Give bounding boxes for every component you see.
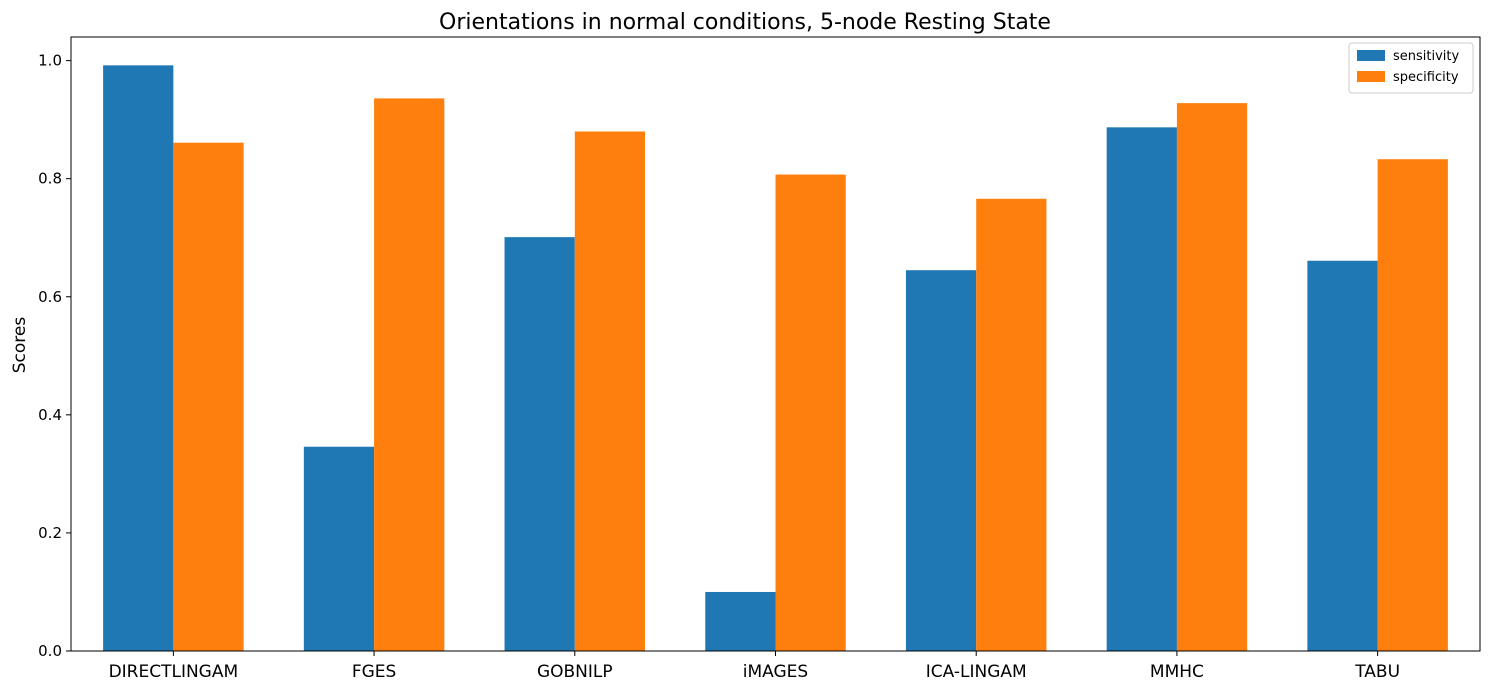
x-tick-label: iMAGES xyxy=(743,662,808,682)
x-tick-label: ICA-LINGAM xyxy=(926,662,1027,682)
bar-sensitivity-directlingam xyxy=(103,65,174,652)
y-tick-label: 0.6 xyxy=(38,288,62,306)
y-axis-label: Scores xyxy=(10,317,30,374)
bar-sensitivity-ica-lingam xyxy=(905,270,977,651)
bar-sensitivity-images xyxy=(705,591,776,651)
bar-specificity-directlingam xyxy=(173,142,244,651)
bar-sensitivity-fges xyxy=(303,446,375,651)
y-tick-label: 0.0 xyxy=(38,642,62,660)
bar-sensitivity-tabu xyxy=(1307,260,1378,651)
bar-sensitivity-mmhc xyxy=(1106,127,1177,651)
bar-specificity-ica-lingam xyxy=(976,198,1047,651)
x-tick-label: MMHC xyxy=(1150,662,1204,682)
y-tick-label: 1.0 xyxy=(38,52,62,70)
bar-specificity-images xyxy=(775,174,846,651)
bar-specificity-mmhc xyxy=(1176,103,1248,652)
x-tick-label: GOBNILP xyxy=(537,662,613,682)
x-tick-label: FGES xyxy=(352,662,396,682)
bar-specificity-fges xyxy=(374,98,445,651)
x-tick-label: TABU xyxy=(1354,662,1400,682)
bar-specificity-gobnilp xyxy=(574,131,646,651)
y-tick-label: 0.2 xyxy=(38,524,62,542)
legend-label-specificity: specificity xyxy=(1393,70,1459,85)
legend-swatch-sensitivity xyxy=(1357,50,1385,61)
axes-group: 0.0 0.2 0.4 0.6 0.8 1.0 DIRECTLINGAM FGES GOBNIL… xyxy=(38,36,1481,682)
x-tick-label: DIRECTLINGAM xyxy=(109,662,239,682)
bar-sensitivity-gobnilp xyxy=(504,237,575,651)
y-tick-label: 0.8 xyxy=(38,170,62,188)
bar-specificity-tabu xyxy=(1377,159,1448,651)
legend: sensitivity specificity xyxy=(1348,42,1474,94)
legend-swatch-specificity xyxy=(1357,71,1385,82)
y-tick-label: 0.4 xyxy=(38,406,62,424)
legend-label-sensitivity: sensitivity xyxy=(1393,49,1460,64)
bars-group xyxy=(103,65,1448,652)
chart-title: Orientations in normal conditions, 5-nod… xyxy=(439,10,1051,35)
